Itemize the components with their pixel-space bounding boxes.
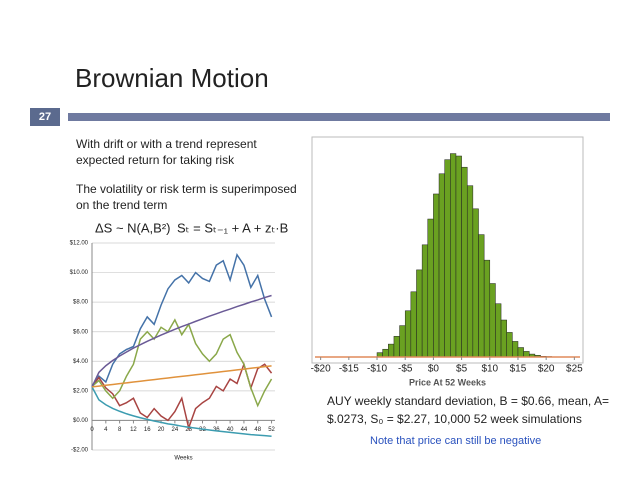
x-tick-label: 48 [254, 427, 261, 433]
bar [383, 349, 389, 357]
slide-title: Brownian Motion [75, 63, 269, 93]
y-tick-label: $12.00 [70, 241, 89, 247]
series-line [92, 366, 272, 387]
x-tick-label: 24 [172, 427, 179, 433]
title-band [68, 113, 610, 121]
x-tick-label: 52 [268, 427, 275, 433]
bar [490, 284, 496, 357]
x-tick-label: 44 [241, 427, 248, 433]
caption: $.0273, S₀ = $2.27, 10,000 52 week simul… [327, 412, 582, 426]
series-line [92, 320, 272, 406]
x-tick-label: $5 [456, 364, 468, 375]
bar [507, 332, 513, 357]
bar [473, 209, 479, 357]
bar [524, 351, 530, 357]
bullet: With drift or with a trend represent [76, 137, 257, 151]
bar [411, 292, 417, 357]
x-tick-label: -$10 [367, 364, 387, 375]
bar [518, 348, 524, 357]
x-tick-label: -$5 [398, 364, 413, 375]
x-tick-label: 12 [130, 427, 137, 433]
formula: ΔS ~ N(A,B²) [95, 220, 171, 235]
bar [416, 270, 422, 357]
x-tick-label: $20 [538, 364, 555, 375]
bullet: expected return for taking risk [76, 153, 235, 167]
x-tick-label: 20 [158, 427, 165, 433]
bar [394, 336, 400, 357]
bar [433, 194, 439, 357]
x-tick-label: -$20 [311, 364, 331, 375]
bar [388, 344, 394, 357]
x-tick-label: 4 [104, 427, 108, 433]
x-tick-label: 16 [144, 427, 151, 433]
bar [445, 160, 451, 357]
bar [495, 304, 501, 357]
caption: AUY weekly standard deviation, B = $0.66… [327, 394, 609, 408]
bullet: on the trend term [76, 198, 167, 212]
x-tick-label: $0 [428, 364, 440, 375]
y-tick-label: $10.00 [70, 270, 89, 276]
bar [428, 219, 434, 357]
y-tick-label: $4.00 [73, 359, 89, 365]
x-tick-label: $15 [510, 364, 527, 375]
bar [479, 235, 485, 357]
series-line [92, 295, 272, 386]
x-tick-label: $25 [566, 364, 583, 375]
x-tick-label: 8 [118, 427, 122, 433]
y-tick-label: $2.00 [73, 388, 89, 394]
bar [462, 167, 468, 357]
y-tick-label: $0.00 [73, 418, 89, 424]
y-tick-label: -$2.00 [71, 448, 89, 454]
y-tick-label: $8.00 [73, 300, 89, 306]
bar [467, 186, 473, 357]
bar [456, 156, 462, 357]
y-tick-label: $6.00 [73, 329, 89, 335]
bar [422, 245, 428, 357]
bar [512, 341, 518, 357]
x-axis-label: Weeks [174, 456, 192, 462]
x-axis-label: Price At 52 Weeks [409, 377, 486, 387]
bar [450, 154, 456, 357]
x-tick-label: $10 [481, 364, 498, 375]
bar [484, 260, 490, 357]
bar [439, 174, 445, 357]
bullet: The volatility or risk term is superimpo… [76, 182, 297, 196]
formula: Sₜ = Sₜ₋₁ + A + zₜ·B [177, 220, 288, 235]
slide-number: 27 [39, 111, 51, 123]
bar [400, 326, 406, 357]
x-tick-label: 0 [90, 427, 94, 433]
series-line [92, 364, 272, 428]
bar [501, 320, 507, 357]
note: Note that price can still be negative [370, 435, 541, 447]
x-tick-label: -$15 [339, 364, 359, 375]
bar [405, 311, 411, 357]
